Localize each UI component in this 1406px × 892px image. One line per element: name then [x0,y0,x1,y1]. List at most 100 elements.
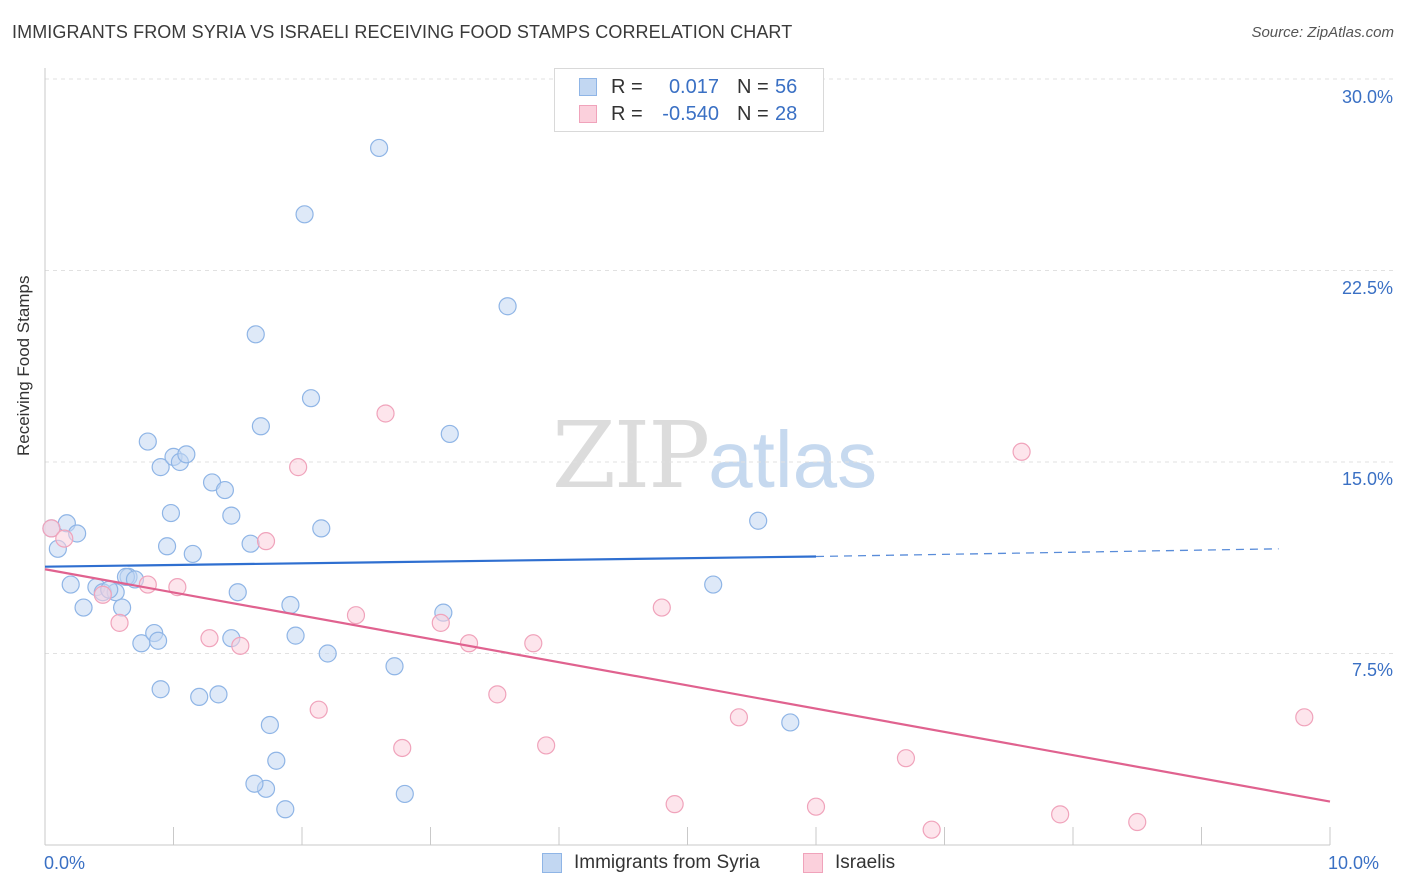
syria-point [138,432,157,451]
bottom-legend-label: Israelis [835,852,896,873]
israeli-point [1128,812,1147,832]
syria-point [161,503,181,523]
israeli-trend-line [44,568,1331,803]
syria-point [112,598,132,617]
syria-trend-line [44,555,817,568]
israeli-point [524,634,543,653]
bottom-legend-swatch-syria [542,853,562,873]
syria-point [177,445,196,464]
syria-point [74,598,93,617]
israeli-point [459,634,479,653]
legend-swatch-israelis [579,105,597,123]
y-tick-label: 15.0% [1341,469,1393,489]
israeli-point [896,749,916,768]
bottom-legend-swatch-israelis [803,853,823,873]
israeli-point [537,736,556,755]
watermark-zip: ZIP [552,402,710,509]
israeli-point [665,795,684,814]
legend-r-label: R = [611,75,643,98]
israeli-point [431,613,450,632]
legend-row-israelis: R = -0.540 N = 28 [579,102,797,126]
syria-point [267,751,286,770]
syria-point [276,800,295,819]
syria-point [183,544,202,564]
syria-point [151,680,170,699]
legend-n-label: N = [737,75,769,98]
chart-title: IMMIGRANTS FROM SYRIA VS ISRAELI RECEIVI… [12,22,793,42]
israeli-point [922,820,941,839]
syria-point [749,511,768,530]
israeli-point [309,700,328,719]
syria-point [151,458,170,477]
israeli-point [231,636,250,655]
syria-point [704,575,723,594]
legend-swatch-syria [579,78,597,96]
syria-point [781,713,800,732]
israeli-point [200,629,219,648]
syria-point [190,687,209,707]
israeli-point [346,606,366,625]
bottom-legend-label: Immigrants from Syria [574,852,760,873]
syria-point [301,389,321,408]
israeli-point [806,797,826,816]
legend-n-label: N = [737,102,769,125]
syria-point [312,519,331,538]
syria-point [245,774,264,793]
y-tick-label: 22.5% [1341,278,1393,298]
syria-point [148,631,168,650]
x-tick-label: 0.0% [44,853,86,873]
syria-point [260,715,279,735]
syria-point [215,480,234,500]
syria-point [209,685,228,704]
israeli-point [110,613,129,632]
syria-point [498,297,517,316]
syria-point [281,595,300,615]
syria-point [228,583,247,602]
legend-row-syria: R = 0.017 N = 56 [579,75,797,99]
syria-point [440,424,459,444]
syria-point [246,325,265,344]
syria-point [286,626,305,645]
legend-r-value: 0.017 [668,75,719,98]
israeli-point [488,685,507,704]
israeli-point [376,404,395,423]
israeli-point [729,708,749,727]
israeli-point [138,575,157,594]
israeli-point [652,598,671,617]
y-axis-label: Receiving Food Stamps [14,275,33,456]
israeli-point [93,585,112,604]
bottom-legend-israelis: Israelis [803,852,895,874]
watermark: ZIPatlas [552,402,877,509]
bottom-legend-syria: Immigrants from Syria [542,852,760,874]
israeli-point [42,519,61,538]
israeli-point [289,458,308,477]
israeli-point [55,529,74,548]
syria-point [318,644,337,663]
syria-point [157,537,177,556]
legend-n-value: 28 [775,102,798,125]
israeli-point [1295,708,1314,727]
israeli-point [1051,805,1070,824]
syria-point [222,506,241,525]
syria-point [385,657,404,676]
x-tick-label: 10.0% [1328,853,1380,873]
y-tick-label: 30.0% [1341,87,1393,107]
watermark-atlas: atlas [708,415,878,504]
syria-trend-extension [815,548,1279,558]
legend-r-label: R = [611,102,643,125]
syria-point [370,138,389,158]
israeli-point [1012,442,1031,461]
syria-point [251,417,270,436]
y-tick-label: 7.5% [1351,660,1393,680]
syria-point [395,784,414,804]
source-label: Source: ZipAtlas.com [1251,24,1394,41]
correlation-legend: R = 0.017 N = 56 R = -0.540 N = 28 [554,68,824,132]
israeli-point [393,738,412,758]
israeli-point [256,532,276,551]
syria-point [241,534,260,553]
syria-point [61,575,80,594]
legend-n-value: 56 [775,75,798,98]
legend-r-value: -0.540 [662,102,719,125]
syria-point [295,205,314,224]
